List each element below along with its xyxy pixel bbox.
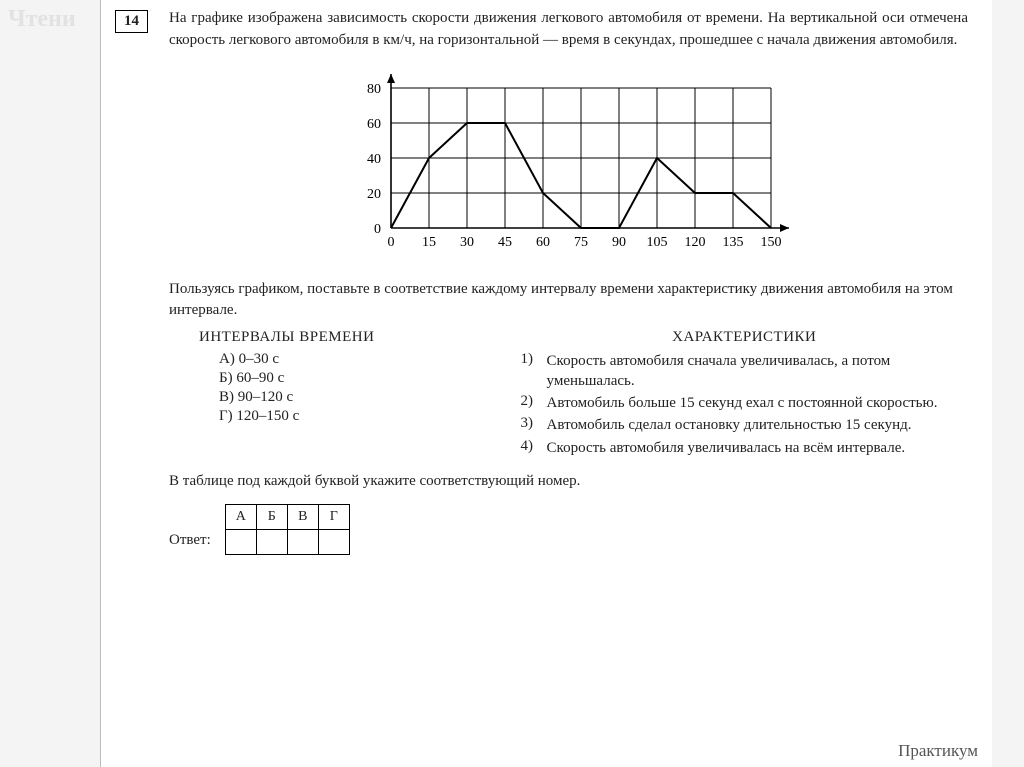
- characteristic-number: 4): [521, 437, 547, 459]
- svg-text:0: 0: [374, 222, 381, 237]
- svg-text:45: 45: [498, 235, 512, 250]
- answer-header-cell: А: [225, 504, 256, 529]
- svg-text:90: 90: [612, 235, 626, 250]
- svg-text:80: 80: [367, 82, 381, 97]
- chart-axes: [387, 74, 789, 232]
- answer-label: Ответ:: [169, 532, 211, 555]
- characteristic-item: 3)Автомобиль сделал остановку длительнос…: [521, 414, 968, 436]
- svg-text:0: 0: [387, 235, 394, 250]
- svg-text:60: 60: [367, 117, 381, 132]
- intro-text: На графике изображена зависимость скорос…: [169, 8, 968, 52]
- praktikum-label: Практикум: [898, 741, 978, 761]
- characteristic-number: 1): [521, 350, 547, 393]
- characteristic-text: Скорость автомобиля увеличивалась на всё…: [547, 437, 968, 459]
- svg-text:120: 120: [684, 235, 705, 250]
- svg-text:135: 135: [722, 235, 743, 250]
- intervals-title: ИНТЕРВАЛЫ ВРЕМЕНИ: [199, 329, 521, 346]
- answer-value-cell[interactable]: [287, 529, 318, 554]
- answer-block: Ответ: АБВГ: [169, 504, 968, 555]
- question-number-box: 14: [115, 10, 148, 33]
- task-text: Пользуясь графиком, поставьте в соответс…: [169, 279, 968, 321]
- svg-text:60: 60: [536, 235, 550, 250]
- svg-text:105: 105: [646, 235, 667, 250]
- interval-item: Г) 120–150 с: [199, 407, 521, 426]
- background-watermark: Чтени: [8, 6, 76, 33]
- interval-item: А) 0–30 с: [199, 350, 521, 369]
- svg-text:40: 40: [367, 152, 381, 167]
- svg-text:20: 20: [367, 187, 381, 202]
- intervals-column: ИНТЕРВАЛЫ ВРЕМЕНИ А) 0–30 сБ) 60–90 сВ) …: [169, 329, 521, 459]
- characteristic-text: Автомобиль сделал остановку длительность…: [547, 414, 968, 436]
- answer-value-cell[interactable]: [318, 529, 349, 554]
- columns: ИНТЕРВАЛЫ ВРЕМЕНИ А) 0–30 сБ) 60–90 сВ) …: [169, 329, 968, 459]
- characteristic-number: 3): [521, 414, 547, 436]
- svg-text:30: 30: [460, 235, 474, 250]
- characteristic-text: Автомобиль больше 15 секунд ехал с посто…: [547, 392, 968, 414]
- characteristic-item: 4)Скорость автомобиля увеличивалась на в…: [521, 437, 968, 459]
- svg-text:15: 15: [422, 235, 436, 250]
- characteristics-title: ХАРАКТЕРИСТИКИ: [521, 329, 968, 346]
- answer-header-cell: В: [287, 504, 318, 529]
- characteristic-number: 2): [521, 392, 547, 414]
- content-area: На графике изображена зависимость скорос…: [169, 8, 968, 555]
- interval-item: В) 90–120 с: [199, 388, 521, 407]
- speed-time-chart: 0 15 30 45 60 75 90 105 120 135 150 0 20 40 60 80: [339, 70, 799, 260]
- instruction-text: В таблице под каждой буквой укажите соот…: [169, 473, 968, 490]
- characteristic-item: 1)Скорость автомобиля сначала увеличивал…: [521, 350, 968, 393]
- interval-item: Б) 60–90 с: [199, 369, 521, 388]
- problem-sheet: 14 На графике изображена зависимость ско…: [100, 0, 992, 767]
- characteristics-column: ХАРАКТЕРИСТИКИ 1)Скорость автомобиля сна…: [521, 329, 968, 459]
- characteristic-text: Скорость автомобиля сначала увеличивалас…: [547, 350, 968, 393]
- answer-value-cell[interactable]: [256, 529, 287, 554]
- answer-table: АБВГ: [225, 504, 350, 555]
- chart-container: 0 15 30 45 60 75 90 105 120 135 150 0 20 40 60 80: [169, 70, 968, 265]
- characteristic-item: 2)Автомобиль больше 15 секунд ехал с пос…: [521, 392, 968, 414]
- svg-text:150: 150: [760, 235, 781, 250]
- answer-header-cell: Г: [318, 504, 349, 529]
- answer-header-cell: Б: [256, 504, 287, 529]
- svg-text:75: 75: [574, 235, 588, 250]
- chart-grid: [391, 88, 771, 228]
- answer-value-cell[interactable]: [225, 529, 256, 554]
